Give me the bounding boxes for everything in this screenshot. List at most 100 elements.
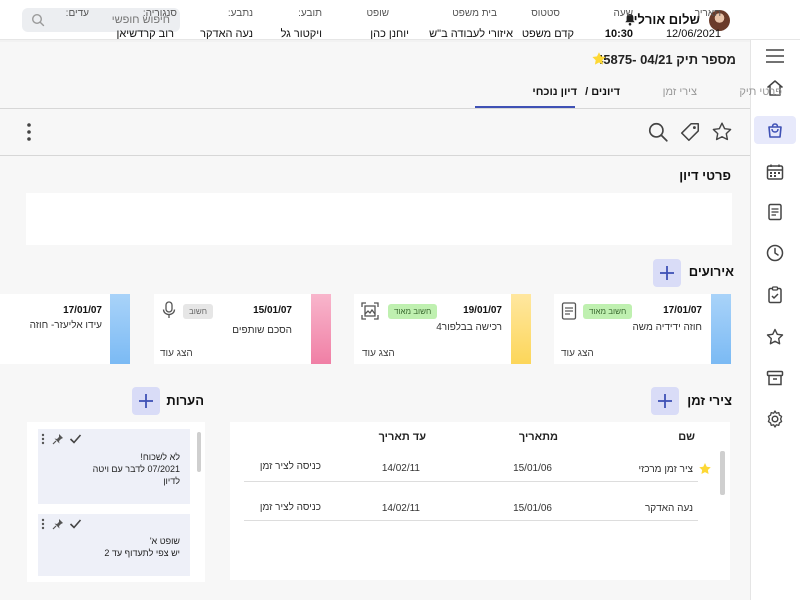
tab-case-details[interactable]: פרטי תיק xyxy=(739,86,782,98)
value-plaintiff: ויקטור גל xyxy=(280,28,322,40)
tab-hearings[interactable]: דיונים / xyxy=(585,86,620,98)
column-to: עד תאריך xyxy=(378,431,426,443)
event-date: 17/01/07 xyxy=(63,305,102,316)
priority-badge: חשוב מאוד xyxy=(583,304,633,319)
tabs-divider xyxy=(0,108,750,109)
header-court: בית משפט xyxy=(452,8,497,19)
table-cell-name: ציר זמן מרכזי xyxy=(638,464,693,475)
more-vertical-icon[interactable] xyxy=(40,518,46,530)
header-time: שעה xyxy=(613,8,633,19)
star-icon[interactable] xyxy=(754,323,796,351)
favorite-star-icon[interactable] xyxy=(591,51,607,67)
menu-icon[interactable] xyxy=(754,42,796,70)
archive-icon[interactable] xyxy=(754,364,796,392)
hearing-details-title: פרטי דיון xyxy=(679,168,731,183)
header-date: תאריך xyxy=(694,8,721,19)
note-card[interactable] xyxy=(38,429,190,504)
header-judge: שופט xyxy=(366,8,389,19)
note-card[interactable] xyxy=(38,514,190,576)
search-input[interactable] xyxy=(60,12,170,28)
event-card[interactable] xyxy=(0,294,110,364)
pin-icon[interactable] xyxy=(52,433,64,445)
star-outline-icon[interactable] xyxy=(711,121,733,143)
event-title: רכישה בבלפור4 xyxy=(436,322,502,333)
bell-icon[interactable] xyxy=(624,13,636,26)
show-more-link[interactable]: הצג עוד xyxy=(160,348,193,359)
clipboard-check-icon[interactable] xyxy=(754,281,796,309)
value-judge: יוחנן כהן xyxy=(370,28,409,40)
hearing-details-panel xyxy=(26,193,732,245)
event-color-strip xyxy=(511,294,531,364)
value-date: 12/06/2021 xyxy=(665,28,721,40)
event-date: 17/01/07 xyxy=(663,305,702,316)
briefcase-bag-icon[interactable] xyxy=(754,116,796,144)
header-status: סטטוס xyxy=(531,8,560,19)
add-note-button[interactable] xyxy=(132,387,160,415)
note-text-line: 07/2021 לדבר עם ויטה xyxy=(92,464,180,474)
tab-time-points[interactable]: צירי זמן xyxy=(662,86,697,98)
event-date: 15/01/07 xyxy=(253,305,292,316)
user-name[interactable]: שלום אורלי xyxy=(633,12,700,27)
search-icon[interactable] xyxy=(31,13,45,27)
microphone-icon[interactable] xyxy=(162,301,176,319)
value-court: איזורי לעבודה ב"ש xyxy=(429,28,513,40)
event-title: עידו אליעזר- חוזה xyxy=(29,320,102,331)
event-color-strip xyxy=(311,294,331,364)
search-icon[interactable] xyxy=(647,121,669,143)
table-cell-to: 14/02/11 xyxy=(381,503,420,514)
add-time-axis-button[interactable] xyxy=(651,387,679,415)
tab-current-hearing[interactable]: דיון נוכחי xyxy=(532,86,577,98)
case-title: מספר תיק 04/21 -45875 xyxy=(596,52,736,67)
events-title: אירועים xyxy=(688,264,734,279)
document-icon[interactable] xyxy=(754,198,796,226)
toolbar xyxy=(0,110,750,156)
event-card[interactable] xyxy=(154,294,312,364)
row-divider xyxy=(244,520,698,521)
check-icon[interactable] xyxy=(69,518,82,529)
note-text-line: שופט א' xyxy=(149,536,180,546)
main-axis-star-icon xyxy=(698,462,712,476)
plus-icon xyxy=(139,394,153,408)
header-defendant: נתבע: xyxy=(227,8,253,19)
table-scrollbar[interactable] xyxy=(720,451,725,495)
event-title: הסכם שותפים xyxy=(232,325,292,336)
event-color-strip xyxy=(711,294,731,364)
plus-icon xyxy=(658,394,672,408)
header-advocate: סנגוריה: xyxy=(142,8,177,19)
clock-icon[interactable] xyxy=(754,239,796,267)
priority-badge: חשוב מאוד xyxy=(388,304,438,319)
note-text-line: לא לשכוח! xyxy=(140,452,180,462)
notes-title: הערות xyxy=(166,393,204,408)
value-status: קדם משפט xyxy=(521,28,574,40)
enter-time-axis-link[interactable]: כניסה לציר זמן xyxy=(259,461,321,472)
add-event-button[interactable] xyxy=(653,259,681,287)
gear-icon[interactable] xyxy=(754,405,796,433)
active-tab-indicator xyxy=(475,106,575,108)
table-cell-from: 15/01/06 xyxy=(513,503,552,514)
event-title: חוזה ידידיה משה xyxy=(632,322,702,333)
notes-scrollbar[interactable] xyxy=(197,432,201,472)
image-icon[interactable] xyxy=(361,302,379,320)
note-text-line: יש צפי לתעדוף עד 2 xyxy=(104,548,180,558)
sidebar xyxy=(750,40,800,600)
search-bar[interactable] xyxy=(22,8,180,32)
more-vertical-icon[interactable] xyxy=(25,122,33,142)
check-icon[interactable] xyxy=(69,433,82,444)
note-text-line: לדיון xyxy=(163,476,180,486)
time-axes-title: צירי זמן xyxy=(687,393,732,408)
show-more-link[interactable]: הצג עוד xyxy=(561,348,594,359)
tag-icon[interactable] xyxy=(679,121,701,143)
document-icon[interactable] xyxy=(561,302,577,320)
priority-badge: חשוב xyxy=(183,304,213,319)
enter-time-axis-link[interactable]: כניסה לציר זמן xyxy=(259,502,321,513)
show-more-link[interactable]: הצג עוד xyxy=(362,348,395,359)
calendar-icon[interactable] xyxy=(754,158,796,186)
avatar[interactable] xyxy=(709,10,730,31)
pin-icon[interactable] xyxy=(52,518,64,530)
event-card[interactable] xyxy=(554,294,712,364)
header-plaintiff: תובע: xyxy=(298,8,322,19)
table-cell-to: 14/02/11 xyxy=(381,463,420,474)
home-icon[interactable] xyxy=(754,74,796,102)
more-vertical-icon[interactable] xyxy=(40,433,46,445)
header-witnesses: עדים: xyxy=(65,8,89,19)
